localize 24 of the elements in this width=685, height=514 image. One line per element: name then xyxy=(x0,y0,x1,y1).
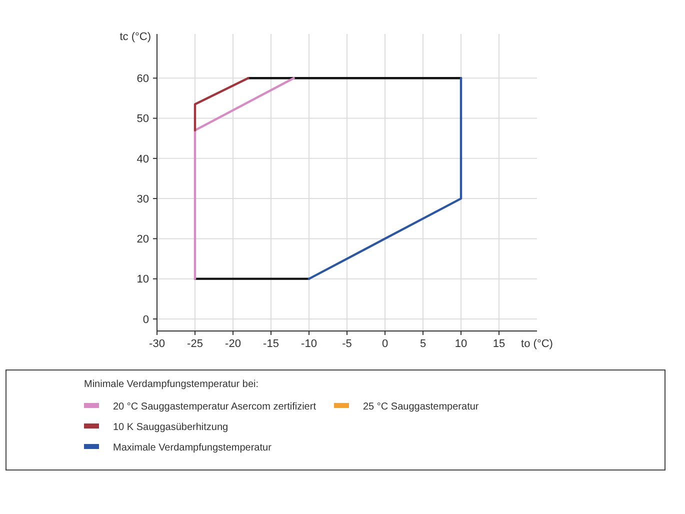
x-axis-title: to (°C) xyxy=(521,338,553,350)
x-tick-label: 0 xyxy=(382,338,388,350)
x-tick-label: -5 xyxy=(342,338,352,350)
y-tick-label: 10 xyxy=(136,274,149,286)
x-tick-label: -20 xyxy=(225,338,241,350)
x-tick-label: 15 xyxy=(492,338,506,350)
legend-label: Maximale Verdampfungstemperatur xyxy=(113,442,272,454)
y-tick-label: 30 xyxy=(136,193,149,206)
x-tick-label: -10 xyxy=(301,338,317,350)
x-tick-label: 5 xyxy=(420,338,426,350)
y-tick-label: 40 xyxy=(136,153,149,166)
y-axis-title: tc (°C) xyxy=(120,31,151,43)
y-tick-label: 60 xyxy=(136,73,149,85)
x-tick-label: -15 xyxy=(263,338,279,350)
x-tick-label: -30 xyxy=(149,338,165,350)
y-tick-label: 20 xyxy=(136,234,149,246)
legend-label: 25 °C Sauggastemperatur xyxy=(363,402,480,412)
legend-label: 20 °C Sauggastemperatur Asercom zertifiziert xyxy=(113,402,316,412)
x-tick-label: 10 xyxy=(454,338,468,350)
x-tick-label: -25 xyxy=(187,338,203,350)
legend-label: 10 K Sauggasüberhitzung xyxy=(113,422,228,433)
y-tick-label: 0 xyxy=(142,314,149,326)
y-tick-label: 50 xyxy=(136,113,149,126)
legend-title: Minimale Verdampfungstemperatur bei: xyxy=(84,379,259,390)
